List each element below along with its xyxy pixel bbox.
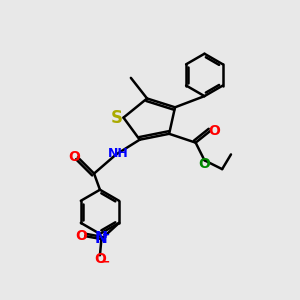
Text: N: N — [94, 231, 107, 246]
Text: +: + — [102, 230, 110, 240]
Text: NH: NH — [108, 147, 129, 160]
Text: O: O — [75, 229, 87, 242]
Text: −: − — [99, 255, 110, 268]
Text: O: O — [199, 157, 210, 171]
Text: O: O — [68, 150, 80, 164]
Text: O: O — [208, 124, 220, 138]
Text: S: S — [111, 109, 123, 127]
Text: O: O — [94, 252, 106, 266]
